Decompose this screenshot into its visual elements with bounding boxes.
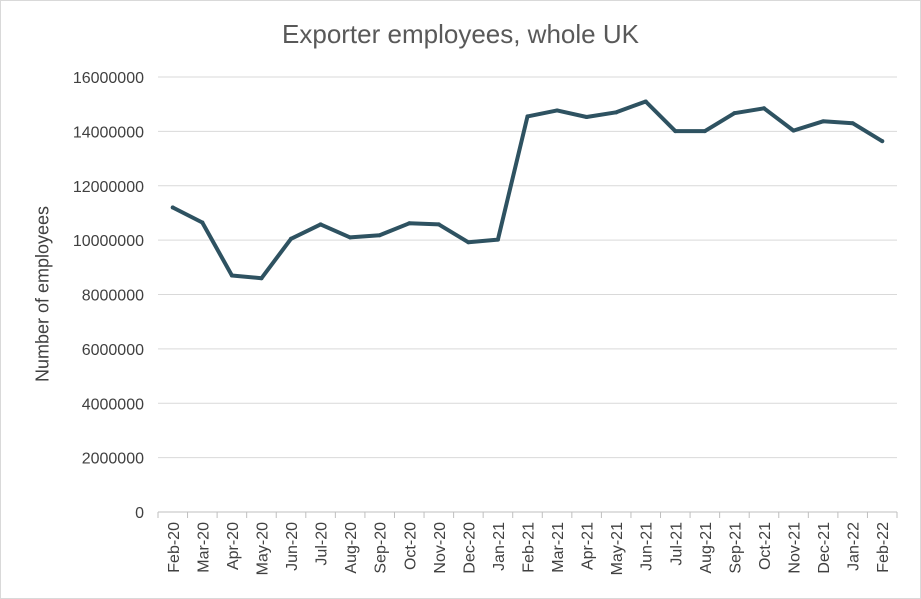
x-tick-label: Sep-20 (373, 522, 390, 574)
x-tick-label: Oct-21 (757, 522, 774, 570)
x-tick-label: Jul-20 (314, 522, 331, 566)
data-point (318, 222, 323, 227)
data-point (436, 222, 441, 227)
data-point (229, 273, 234, 278)
x-tick-label: Jul-21 (668, 522, 685, 566)
data-point (673, 129, 678, 134)
x-tick-label: Feb-21 (521, 522, 538, 573)
x-tick-label: Dec-21 (816, 522, 833, 574)
x-tick-label: Jan-22 (846, 522, 863, 571)
data-point (377, 233, 382, 238)
y-tick-label: 2000000 (82, 451, 144, 468)
x-tick-label: Jun-20 (284, 522, 301, 571)
data-point (259, 276, 264, 281)
data-point (289, 236, 294, 241)
x-tick-label: Apr-21 (580, 522, 597, 570)
x-tick-label: Mar-21 (550, 522, 567, 573)
series-line (170, 99, 885, 281)
x-tick-label: May-20 (254, 522, 271, 575)
data-point (614, 110, 619, 115)
data-point (466, 240, 471, 245)
data-point (495, 237, 500, 242)
data-point (791, 128, 796, 133)
x-tick-label: Nov-21 (787, 522, 804, 574)
x-tick-label: Feb-22 (875, 522, 892, 573)
x-tick-label: Dec-20 (461, 522, 478, 574)
data-point (880, 139, 885, 144)
y-tick-label: 10000000 (73, 233, 144, 250)
x-tick-label: May-21 (609, 522, 626, 575)
chart-title: Exporter employees, whole UK (282, 19, 639, 49)
data-point (170, 205, 175, 210)
data-point (821, 119, 826, 124)
data-point (702, 129, 707, 134)
data-point (732, 111, 737, 116)
y-tick-label: 0 (135, 505, 144, 522)
x-tick-label: Apr-20 (225, 522, 242, 570)
y-tick-label: 6000000 (82, 342, 144, 359)
y-tick-label: 12000000 (73, 179, 144, 196)
x-tick-label: Sep-21 (727, 522, 744, 574)
y-tick-label: 14000000 (73, 124, 144, 141)
y-tick-label: 8000000 (82, 288, 144, 305)
y-tick-label: 16000000 (73, 70, 144, 87)
x-tick-label: Aug-20 (343, 522, 360, 574)
data-point (348, 235, 353, 240)
data-point (761, 106, 766, 111)
data-point (525, 114, 530, 119)
data-point (407, 221, 412, 226)
data-point (555, 108, 560, 113)
y-tick-label: 4000000 (82, 396, 144, 413)
data-point (584, 114, 589, 119)
data-point (850, 121, 855, 126)
x-tick-label: Jan-21 (491, 522, 508, 571)
data-point (643, 99, 648, 104)
x-tick-label: Feb-20 (166, 522, 183, 573)
x-tick-label: Aug-21 (698, 522, 715, 574)
x-tick-label: Oct-20 (402, 522, 419, 570)
x-tick-label: Jun-21 (639, 522, 656, 571)
data-point (200, 220, 205, 225)
x-tick-label: Nov-20 (432, 522, 449, 574)
x-tick-label: Mar-20 (195, 522, 212, 573)
